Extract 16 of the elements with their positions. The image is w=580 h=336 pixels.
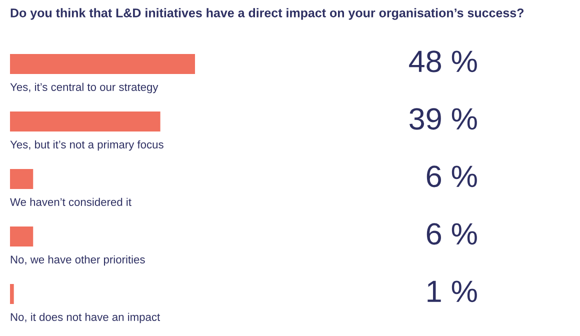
y-tick-label: No, it does not have an impact <box>10 312 160 324</box>
bar <box>10 169 34 189</box>
data-label: 6 % <box>426 166 477 188</box>
y-tick-label: We haven’t considered it <box>10 198 132 206</box>
bar <box>10 112 160 132</box>
y-tick-label: Yes, but it’s not a primary focus <box>10 140 164 151</box>
y-tick-label: Yes, it’s central to our strategy <box>10 82 158 94</box>
data-label: 48 % <box>409 50 477 72</box>
bar <box>10 226 34 246</box>
data-label: 6 % <box>426 223 477 245</box>
text: Do you think that L&D initiatives have a direct impact on your organisation’s success? <box>10 8 524 20</box>
data-label: 39 % <box>410 108 477 130</box>
y-tick-label: No, we have other priorities <box>10 255 145 266</box>
bar <box>10 54 195 74</box>
data-label: 1 % <box>428 280 477 302</box>
bar <box>10 284 14 304</box>
